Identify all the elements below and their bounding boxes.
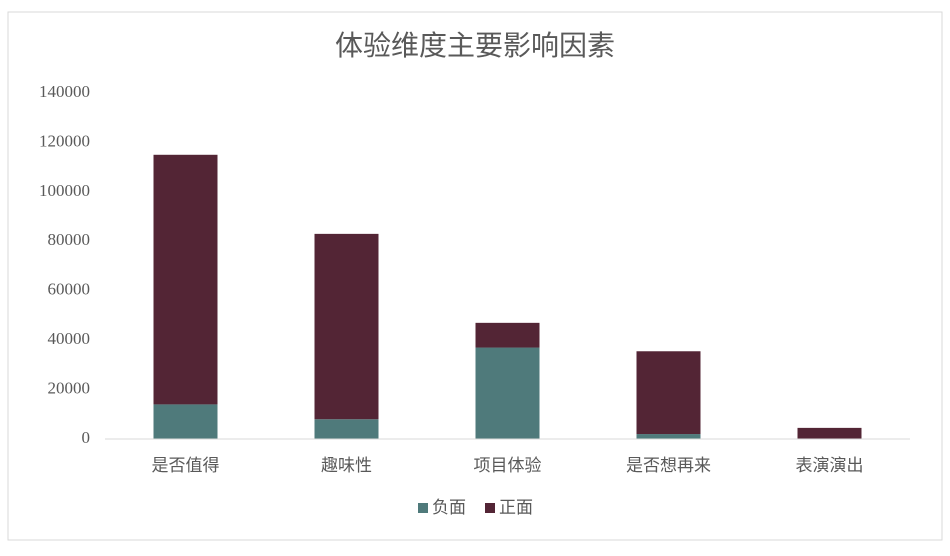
legend-label: 正面 <box>499 498 533 518</box>
bar-segment <box>797 427 862 439</box>
y-tick-label: 60000 <box>48 280 91 299</box>
bar-segment <box>636 434 701 439</box>
legend-label: 负面 <box>432 498 466 518</box>
chart-title: 体验维度主要影响因素 <box>335 29 615 62</box>
x-tick-label: 项目体验 <box>474 456 542 476</box>
y-tick-label: 80000 <box>48 230 91 249</box>
bar-segment <box>153 154 218 405</box>
legend-swatch <box>485 503 495 513</box>
bar-segment <box>475 347 540 439</box>
bar-segment <box>475 322 540 348</box>
y-tick-label: 40000 <box>48 329 91 348</box>
x-tick-label: 表演演出 <box>796 456 864 476</box>
bar-segment <box>314 233 379 420</box>
legend-swatch <box>418 503 428 513</box>
bar-segment <box>636 351 701 435</box>
y-tick-label: 20000 <box>48 378 91 397</box>
x-tick-label: 是否值得 <box>152 456 220 476</box>
y-tick-label: 100000 <box>39 181 90 200</box>
bar-segment <box>314 419 379 439</box>
x-tick-label: 趣味性 <box>321 456 372 476</box>
y-tick-label: 140000 <box>39 82 90 101</box>
y-tick-label: 0 <box>82 428 91 447</box>
y-tick-label: 120000 <box>39 131 90 150</box>
bar-segment <box>153 404 218 439</box>
x-tick-label: 是否想再来 <box>626 456 711 476</box>
